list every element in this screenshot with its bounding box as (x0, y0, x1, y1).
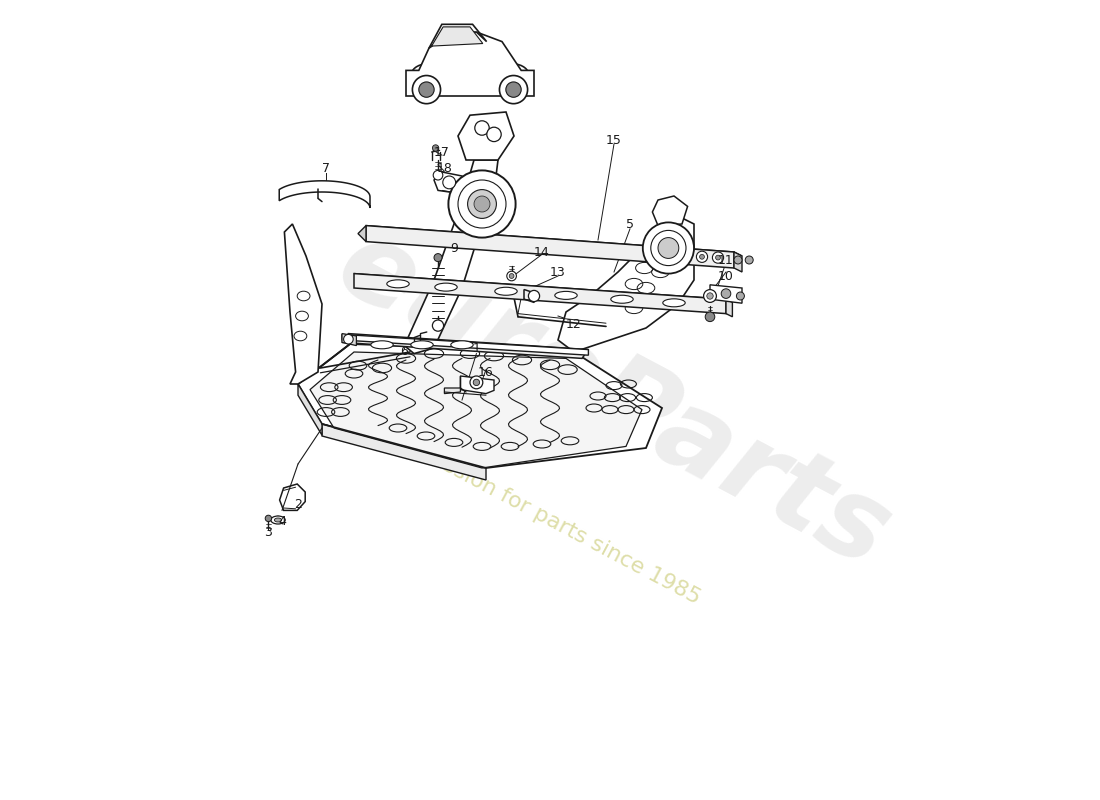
Ellipse shape (410, 341, 433, 349)
Circle shape (433, 170, 443, 180)
Ellipse shape (387, 280, 409, 288)
Circle shape (499, 75, 528, 104)
Polygon shape (285, 224, 322, 384)
Circle shape (458, 180, 506, 228)
Text: 15: 15 (606, 134, 621, 146)
Polygon shape (354, 274, 733, 302)
Text: 13: 13 (550, 266, 565, 278)
Polygon shape (342, 334, 356, 346)
Circle shape (658, 238, 679, 258)
Text: 4: 4 (279, 515, 287, 528)
Circle shape (642, 222, 694, 274)
Circle shape (722, 289, 730, 298)
Polygon shape (298, 384, 322, 435)
Circle shape (716, 255, 720, 260)
Circle shape (509, 274, 514, 278)
Polygon shape (342, 334, 588, 358)
Polygon shape (652, 196, 688, 226)
Text: 1: 1 (473, 342, 481, 354)
Circle shape (449, 170, 516, 238)
Circle shape (705, 312, 715, 322)
Circle shape (412, 75, 441, 104)
Polygon shape (434, 172, 466, 194)
Polygon shape (322, 424, 486, 480)
Polygon shape (458, 112, 514, 160)
Polygon shape (444, 388, 461, 394)
Ellipse shape (371, 341, 393, 349)
Text: 18: 18 (437, 162, 452, 174)
Text: 2: 2 (294, 498, 301, 510)
Circle shape (343, 334, 353, 344)
Circle shape (474, 196, 490, 212)
Circle shape (707, 293, 713, 299)
Circle shape (432, 145, 439, 151)
Text: euroParts: euroParts (320, 210, 908, 590)
Ellipse shape (274, 518, 282, 522)
Circle shape (475, 121, 490, 135)
Text: 5: 5 (626, 218, 634, 230)
Ellipse shape (663, 299, 685, 307)
Circle shape (265, 515, 272, 522)
Circle shape (704, 290, 716, 302)
Circle shape (419, 82, 435, 98)
Ellipse shape (451, 341, 473, 349)
Polygon shape (366, 226, 742, 256)
Polygon shape (354, 274, 726, 314)
Polygon shape (310, 352, 642, 468)
Polygon shape (429, 24, 486, 48)
Circle shape (700, 254, 704, 259)
Text: 11: 11 (718, 254, 734, 266)
Polygon shape (342, 334, 588, 355)
Circle shape (487, 127, 502, 142)
Polygon shape (726, 299, 733, 317)
Circle shape (432, 320, 443, 331)
Ellipse shape (495, 287, 517, 295)
Circle shape (734, 256, 742, 264)
Polygon shape (734, 252, 742, 272)
Polygon shape (366, 226, 734, 268)
Text: 10: 10 (718, 270, 734, 282)
Circle shape (745, 256, 754, 264)
Circle shape (473, 379, 480, 386)
Ellipse shape (554, 291, 578, 299)
Polygon shape (405, 160, 498, 354)
Text: 7: 7 (322, 162, 330, 174)
Circle shape (736, 292, 745, 300)
Ellipse shape (271, 516, 285, 524)
Polygon shape (406, 32, 534, 96)
Polygon shape (710, 285, 742, 303)
Text: 17: 17 (434, 146, 450, 158)
Text: 6: 6 (400, 346, 408, 358)
Circle shape (434, 254, 442, 262)
Circle shape (470, 376, 483, 389)
Polygon shape (358, 226, 366, 242)
Circle shape (651, 230, 686, 266)
Text: 14: 14 (535, 246, 550, 258)
Circle shape (507, 271, 516, 281)
Text: a passion for parts since 1985: a passion for parts since 1985 (397, 432, 703, 608)
Polygon shape (431, 27, 483, 46)
Circle shape (696, 251, 707, 262)
Polygon shape (461, 376, 494, 394)
Polygon shape (298, 344, 662, 468)
Polygon shape (279, 181, 370, 208)
Ellipse shape (434, 283, 458, 291)
Circle shape (443, 176, 455, 189)
Circle shape (506, 82, 521, 98)
Text: 9: 9 (450, 242, 458, 254)
Circle shape (713, 252, 724, 263)
Text: 3: 3 (264, 526, 273, 538)
Circle shape (528, 290, 540, 302)
Text: 12: 12 (566, 318, 582, 330)
Text: 16: 16 (478, 366, 494, 378)
Polygon shape (558, 216, 694, 352)
Polygon shape (279, 484, 305, 510)
Circle shape (468, 190, 496, 218)
Ellipse shape (610, 295, 634, 303)
